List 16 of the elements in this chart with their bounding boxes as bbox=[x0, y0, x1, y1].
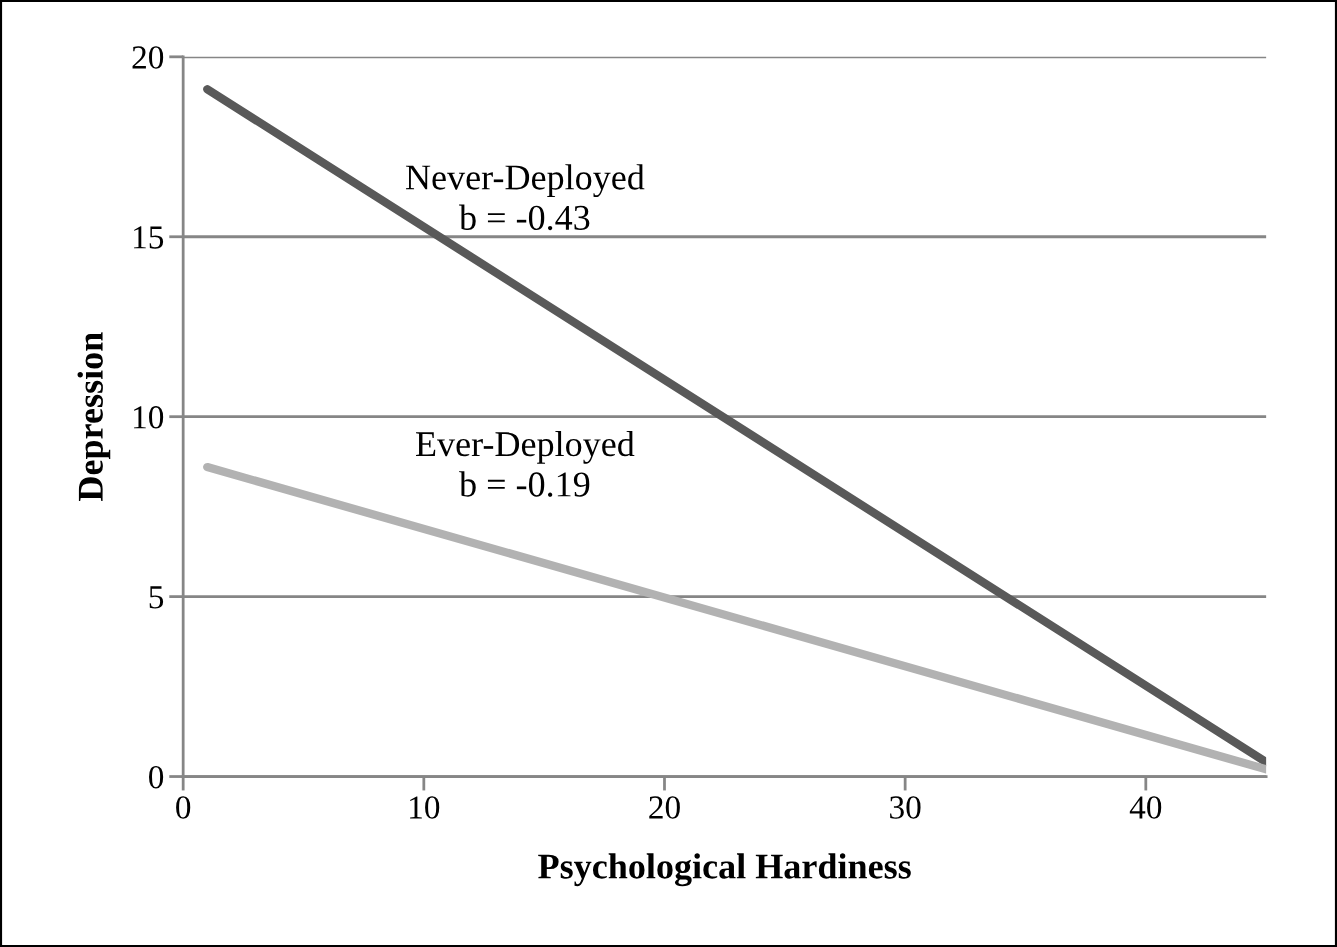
x-tick-label: 0 bbox=[176, 796, 191, 819]
y-axis-title: Depression bbox=[77, 332, 111, 501]
series-label: Never-Deployed bbox=[405, 164, 645, 198]
series-label: Ever-Deployed bbox=[416, 430, 635, 464]
annotation: b = -0.43 bbox=[459, 204, 590, 231]
y-tick-label: 10 bbox=[134, 406, 164, 429]
x-tick-label: 10 bbox=[410, 796, 440, 819]
y-tick-label: 0 bbox=[149, 765, 164, 789]
x-tick-label: 20 bbox=[649, 796, 680, 819]
y-tick-label: 5 bbox=[149, 586, 164, 609]
y-tick-label: 15 bbox=[134, 226, 164, 249]
x-tick-label: 40 bbox=[1129, 796, 1162, 819]
x-tick-label: 30 bbox=[890, 796, 921, 819]
y-tick-label: 20 bbox=[132, 46, 164, 69]
annotation: b = -0.19 bbox=[459, 471, 590, 497]
x-axis-title: Psychological Hardiness bbox=[538, 853, 911, 887]
